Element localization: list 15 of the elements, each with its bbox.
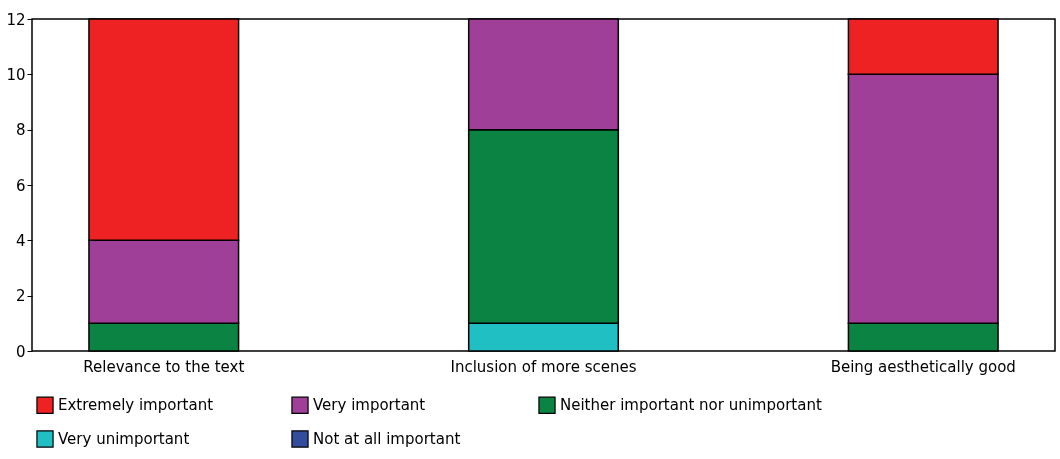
y-tick-label: 2 [15,287,26,306]
legend-label: Neither important nor unimportant [560,396,822,415]
y-tick-label: 0 [15,342,26,361]
y-tick-label: 10 [6,65,26,84]
x-tick-label: Inclusion of more scenes [450,357,637,376]
legend-label: Extremely important [58,396,214,415]
y-tick-label: 4 [15,231,26,250]
y-tick-label: 6 [15,176,26,195]
y-tick-label: 12 [6,10,26,29]
legend-label: Very important [313,396,426,415]
legend-label: Very unimportant [58,430,190,448]
x-tick-label: Relevance to the text [83,357,245,376]
x-tick-label: Being aesthetically good [830,357,1016,376]
y-tick-label: 8 [15,121,26,140]
legend-label: Not at all important [313,430,461,448]
